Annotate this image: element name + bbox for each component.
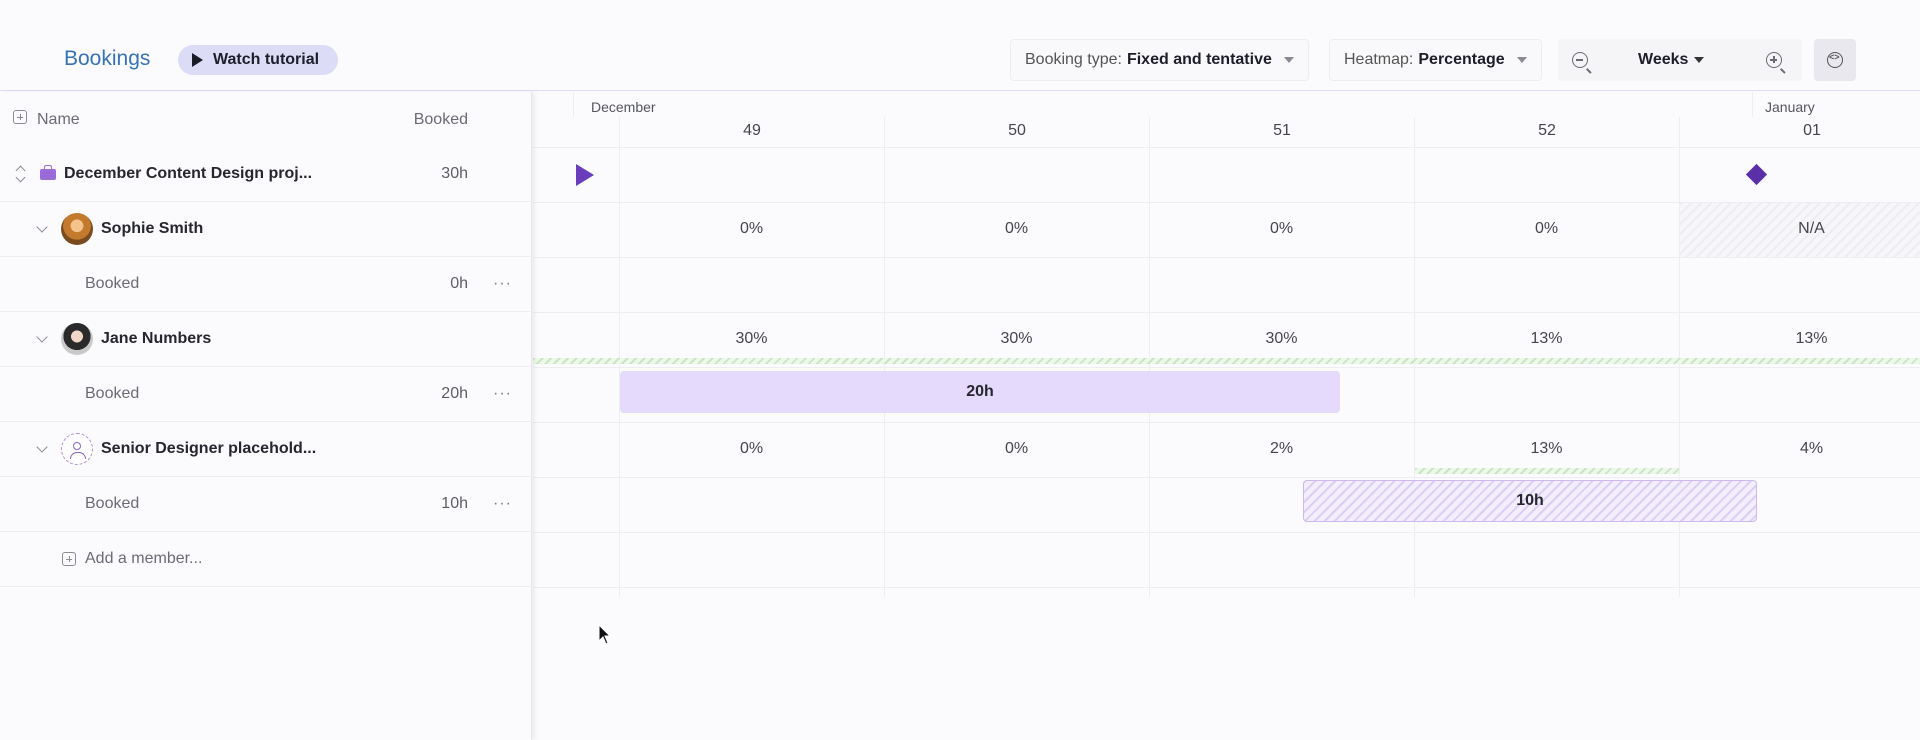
heatmap-cell: 13% xyxy=(1530,440,1563,457)
booking-type-dropdown[interactable]: Booking type: Fixed and tentative xyxy=(1010,39,1309,81)
avatar xyxy=(61,323,93,355)
heatmap-cell: N/A xyxy=(1798,220,1825,237)
booking-bar-placeholder[interactable]: 10h xyxy=(1303,480,1757,522)
expand-all-icon[interactable] xyxy=(13,110,27,124)
fit-to-screen-button[interactable] xyxy=(1814,39,1856,81)
heatmap-cell: 13% xyxy=(1795,330,1828,347)
booked-row-placeholder: Booked 10h ··· xyxy=(0,477,532,532)
heatmap-cell: 30% xyxy=(735,330,768,347)
chevron-down-icon[interactable] xyxy=(36,331,48,343)
briefcase-icon xyxy=(40,164,56,180)
booked-hours: 10h xyxy=(441,495,468,512)
member-name: Senior Designer placehold... xyxy=(101,440,317,457)
chevron-down-icon xyxy=(1694,57,1705,63)
booked-row-jane: Booked 20h ··· xyxy=(0,367,532,422)
capacity-strip xyxy=(533,358,1920,364)
more-options-icon[interactable]: ··· xyxy=(493,385,512,402)
booked-label: Booked xyxy=(85,495,140,512)
zoom-out-icon[interactable] xyxy=(1572,52,1592,73)
member-row-placeholder[interactable]: Senior Designer placehold... xyxy=(0,422,532,477)
booked-row-sophie: Booked 0h ··· xyxy=(0,257,532,312)
heatmap-dropdown[interactable]: Heatmap: Percentage xyxy=(1329,39,1542,81)
booked-column-header: Booked xyxy=(413,110,468,128)
heatmap-cell: 0% xyxy=(739,220,764,237)
zoom-in-icon[interactable] xyxy=(1766,52,1787,73)
add-member-row[interactable]: Add a member... xyxy=(0,532,532,587)
week-label: 51 xyxy=(1273,122,1291,139)
project-name: December Content Design proj... xyxy=(64,165,313,182)
more-options-icon[interactable]: ··· xyxy=(493,275,512,292)
expand-collapse-icon[interactable] xyxy=(15,165,27,183)
chevron-down-icon[interactable] xyxy=(36,441,48,453)
resource-list-panel: Name Booked December Content Design proj… xyxy=(0,92,532,740)
booking-hours: 10h xyxy=(1516,492,1544,509)
project-row[interactable]: December Content Design proj... 30h xyxy=(0,147,532,202)
booked-label: Booked xyxy=(85,275,140,292)
time-scale-value: Weeks xyxy=(1638,51,1689,68)
booking-type-label: Booking type: xyxy=(1025,51,1122,68)
top-bar: Bookings Watch tutorial Booking type: Fi… xyxy=(0,0,1920,91)
table-header: Name Booked xyxy=(0,92,532,147)
play-icon xyxy=(192,53,203,67)
member-row-jane[interactable]: Jane Numbers xyxy=(0,312,532,367)
project-hours: 30h xyxy=(441,165,468,182)
booked-label: Booked xyxy=(85,385,140,402)
project-end-milestone-icon[interactable] xyxy=(1745,163,1768,186)
week-label: 50 xyxy=(1008,122,1026,139)
heatmap-cell: 4% xyxy=(1799,440,1824,457)
heatmap-value: Percentage xyxy=(1418,51,1505,68)
page-title: Bookings xyxy=(64,47,151,70)
heatmap-cell: 0% xyxy=(1004,440,1029,457)
fit-icon xyxy=(1827,52,1843,68)
booked-hours: 20h xyxy=(441,385,468,402)
booked-hours: 0h xyxy=(450,275,468,292)
capacity-strip xyxy=(1415,468,1679,474)
week-label: 01 xyxy=(1803,122,1821,139)
avatar xyxy=(61,213,93,245)
placeholder-avatar-icon xyxy=(61,433,93,465)
member-name: Jane Numbers xyxy=(101,330,212,347)
heatmap-cell: 0% xyxy=(1534,220,1559,237)
heatmap-cell: 0% xyxy=(1269,220,1294,237)
member-row-sophie[interactable]: Sophie Smith xyxy=(0,202,532,257)
mouse-cursor-icon xyxy=(598,624,612,645)
week-label: 49 xyxy=(743,122,761,139)
chevron-down-icon[interactable] xyxy=(36,221,48,233)
booking-bar-jane[interactable]: 20h xyxy=(620,371,1340,413)
name-column-header: Name xyxy=(37,110,80,128)
na-hatch xyxy=(1680,203,1920,257)
project-start-icon[interactable] xyxy=(576,164,594,186)
heatmap-cell: 0% xyxy=(1004,220,1029,237)
more-options-icon[interactable]: ··· xyxy=(493,495,512,512)
booking-type-value: Fixed and tentative xyxy=(1126,51,1272,68)
heatmap-cell: 30% xyxy=(1265,330,1298,347)
heatmap-cell: 30% xyxy=(1000,330,1033,347)
timeline-grid: December January 49 50 51 52 01 0% 0% 0%… xyxy=(533,92,1920,740)
month-label: January xyxy=(1765,99,1815,115)
chevron-down-icon xyxy=(1283,57,1294,63)
heatmap-cell: 2% xyxy=(1269,440,1294,457)
watch-tutorial-button[interactable]: Watch tutorial xyxy=(178,45,338,75)
time-scale-dropdown[interactable]: Weeks xyxy=(1638,51,1705,69)
watch-tutorial-label: Watch tutorial xyxy=(213,51,320,68)
booking-hours: 20h xyxy=(966,383,994,400)
member-name: Sophie Smith xyxy=(101,220,204,237)
zoom-controls: Weeks xyxy=(1558,39,1802,81)
month-label: December xyxy=(591,99,656,115)
chevron-down-icon xyxy=(1516,57,1527,63)
week-label: 52 xyxy=(1538,122,1556,139)
heatmap-label: Heatmap: xyxy=(1344,51,1414,68)
add-icon xyxy=(62,552,76,566)
heatmap-cell: 13% xyxy=(1530,330,1563,347)
heatmap-cell: 0% xyxy=(739,440,764,457)
add-member-link[interactable]: Add a member... xyxy=(85,550,203,567)
